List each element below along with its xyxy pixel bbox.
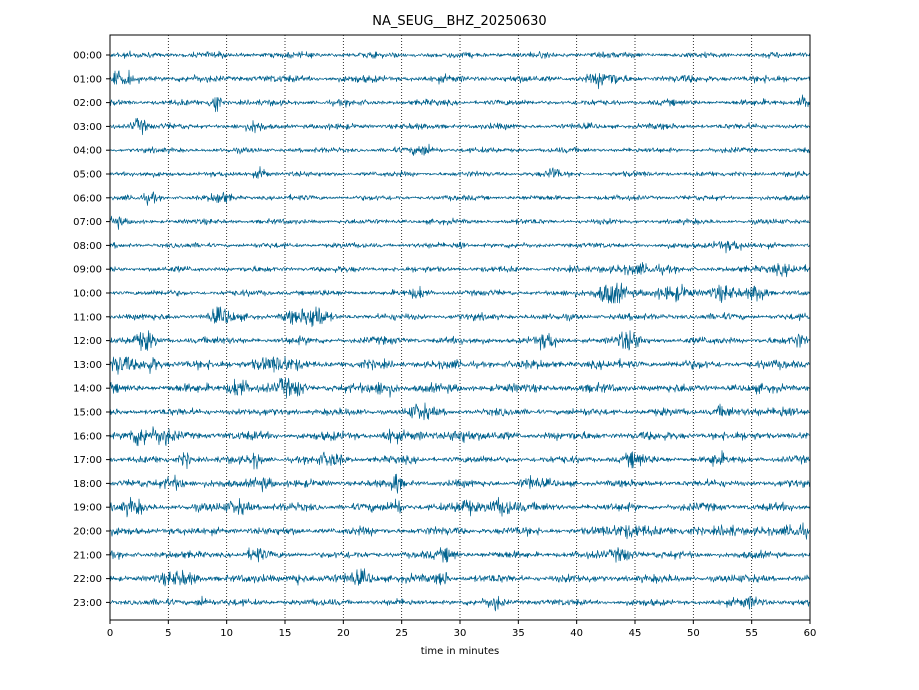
trace-0400 xyxy=(109,143,811,156)
trace-0600 xyxy=(109,191,811,206)
x-tick-label: 20 xyxy=(337,628,350,639)
row-label: 03:00 xyxy=(73,122,102,133)
x-tick-label: 50 xyxy=(687,628,700,639)
trace-1200 xyxy=(109,330,811,351)
trace-1400 xyxy=(109,377,811,399)
trace-0200 xyxy=(109,94,811,113)
row-label: 16:00 xyxy=(73,431,102,442)
traces xyxy=(109,50,811,612)
row-label: 02:00 xyxy=(73,98,102,109)
row-label: 06:00 xyxy=(73,193,102,204)
x-tick-label: 40 xyxy=(570,628,583,639)
trace-2000 xyxy=(109,522,810,540)
x-tick-label: 0 xyxy=(107,628,113,639)
row-label: 18:00 xyxy=(73,479,102,490)
row-label: 12:00 xyxy=(73,336,102,347)
row-label: 20:00 xyxy=(73,527,102,538)
x-tick-label: 30 xyxy=(454,628,467,639)
row-label: 22:00 xyxy=(73,574,102,585)
row-label: 19:00 xyxy=(73,503,102,514)
trace-2300 xyxy=(109,595,811,612)
x-tick-label: 45 xyxy=(629,628,642,639)
trace-0100 xyxy=(109,69,811,90)
row-label: 01:00 xyxy=(73,74,102,85)
trace-0000 xyxy=(109,50,811,59)
trace-0800 xyxy=(109,240,811,254)
row-label: 21:00 xyxy=(73,550,102,561)
trace-1500 xyxy=(109,402,811,421)
trace-1900 xyxy=(109,496,811,518)
row-label: 10:00 xyxy=(73,289,102,300)
x-tick-label: 10 xyxy=(220,628,233,639)
trace-0700 xyxy=(109,215,811,230)
x-axis-label: time in minutes xyxy=(421,646,500,657)
row-label: 09:00 xyxy=(73,265,102,276)
x-tick-label: 25 xyxy=(395,628,408,639)
trace-1600 xyxy=(109,426,811,447)
chart-title: NA_SEUG__BHZ_20250630 xyxy=(372,14,546,29)
row-label: 13:00 xyxy=(73,360,102,371)
row-label: 00:00 xyxy=(73,51,102,62)
row-label: 15:00 xyxy=(73,408,102,419)
x-tick-label: 55 xyxy=(745,628,758,639)
row-label: 04:00 xyxy=(73,146,102,157)
x-tick-label: 5 xyxy=(165,628,171,639)
row-label: 07:00 xyxy=(73,217,102,228)
row-label: 08:00 xyxy=(73,241,102,252)
row-label: 23:00 xyxy=(73,598,102,609)
trace-0500 xyxy=(109,166,811,179)
x-tick-label: 35 xyxy=(512,628,525,639)
x-ticks: 0 5 10 15 20 25 30 35 40 45 50 55 60 xyxy=(107,620,817,639)
trace-1800 xyxy=(109,473,811,494)
row-label: 11:00 xyxy=(73,312,102,323)
row-label: 17:00 xyxy=(73,455,102,466)
y-ticks: 00:00 01:00 02:00 03:00 04:00 05:00 06:00 07:00… xyxy=(73,51,110,609)
x-tick-label: 60 xyxy=(804,628,817,639)
trace-1100 xyxy=(109,306,811,328)
trace-0300 xyxy=(109,117,811,136)
trace-0900 xyxy=(109,261,811,278)
x-tick-label: 15 xyxy=(279,628,292,639)
trace-2100 xyxy=(109,547,811,563)
row-label: 14:00 xyxy=(73,384,102,395)
row-label: 05:00 xyxy=(73,170,102,181)
trace-1700 xyxy=(109,450,811,470)
trace-2200 xyxy=(109,568,811,587)
trace-1000 xyxy=(109,282,811,304)
trace-1300 xyxy=(109,356,811,375)
